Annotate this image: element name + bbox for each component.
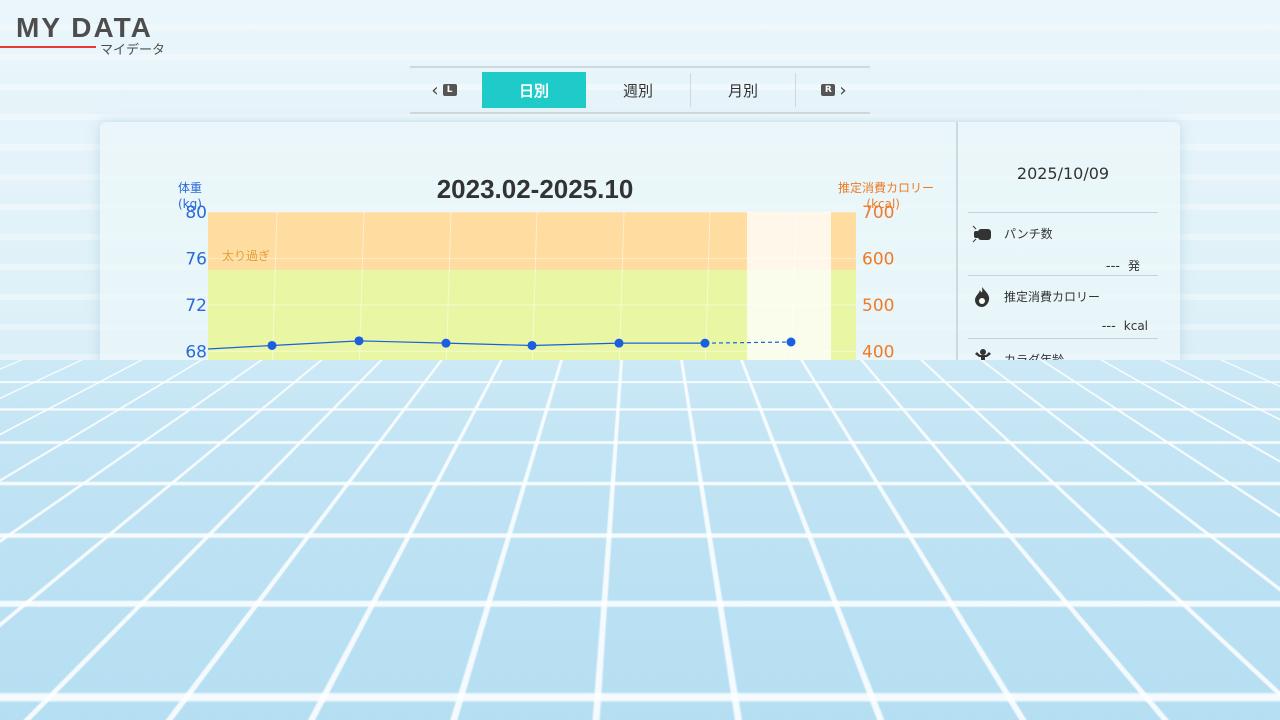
tab-monthly[interactable]: 月別 (727, 81, 758, 100)
period-tabs: ‹ L 日別 週別 月別 R › (410, 66, 870, 114)
left-axis-label: 体重 (kg) (178, 181, 203, 211)
x-tick-label: 10/08 (681, 564, 730, 584)
grid-line (440, 211, 452, 538)
right-tick-label: 700 (862, 203, 894, 223)
stat-value: --- 歳 (1109, 385, 1144, 400)
right-tick-label: 0 (862, 528, 873, 548)
scale-icon (972, 412, 992, 432)
tab-daily[interactable]: 日別 (482, 72, 586, 108)
x-tick-label: 2 (201, 564, 212, 584)
page-subtitle: マイデータ (100, 43, 166, 58)
weight-point (441, 338, 451, 348)
right-tick-label: 400 (862, 342, 894, 362)
selected-day-highlight (747, 212, 831, 537)
zone-label-slightly-over: 太り気味 (220, 391, 268, 406)
stat-divider (974, 532, 1168, 533)
grid-line (266, 211, 278, 538)
stat-value: 69.0 kg (1083, 443, 1148, 464)
left-tick-label: 56 (185, 482, 207, 502)
x-tick-label: 10/05 (422, 564, 471, 584)
grid-line (785, 211, 797, 538)
weight-point (614, 338, 624, 348)
stat-unit: 歳 (1131, 385, 1144, 399)
stat-divider (968, 338, 1158, 339)
x-tick-label: 10/06 (508, 564, 557, 584)
punch-icon (972, 224, 992, 244)
weight-line-projection (704, 341, 792, 344)
stat-divider (968, 212, 1158, 213)
zone-label-overweight: 太り過ぎ (222, 248, 270, 263)
back-label: 戻る (1174, 686, 1210, 707)
r-button-icon: R (821, 84, 836, 96)
left-tick-label: 72 (185, 296, 207, 316)
tab-divider (690, 73, 691, 107)
selected-date: 2025/10/09 (1016, 164, 1110, 183)
tab-weekly[interactable]: 週別 (622, 81, 653, 100)
x-tick-label: 10/03 (248, 564, 297, 584)
right-tick-label: 100 (862, 482, 894, 502)
stat-divider (968, 466, 1158, 467)
right-tick-label: 300 (862, 389, 894, 409)
left-tick-label: 76 (185, 249, 207, 269)
x-tick-label: 10/09 (767, 564, 816, 584)
stat-label: パンチ数 (1004, 227, 1053, 241)
left-tick-label: 64 (185, 389, 207, 409)
stat-unit: kcal (1123, 319, 1148, 333)
next-tab-button[interactable]: R › (796, 72, 868, 108)
b-button-icon: B (1144, 684, 1166, 706)
x-tick-label: 10/04 (335, 564, 384, 584)
left-tick-label: 52 (185, 528, 207, 548)
stat-unit: kg (1133, 448, 1148, 462)
grid-line (526, 211, 538, 538)
stat-label: BMI (1004, 480, 1027, 494)
right-tick-label: 200 (862, 435, 894, 455)
target-label: 目標 (180, 421, 204, 435)
stat-label: カラダ年齢 (1004, 353, 1065, 367)
back-button[interactable]: B 戻る (1144, 682, 1210, 708)
prev-tab-button[interactable]: ‹ L (410, 72, 482, 108)
stat-unit: 発 (1127, 259, 1140, 273)
left-tick-label: 80 (185, 203, 207, 223)
stat-label: 推定消費カロリー (1004, 290, 1101, 304)
weight-point (786, 337, 796, 347)
muscle-icon (972, 348, 992, 368)
flame-icon (972, 286, 992, 307)
stat-label: 体重 (1004, 418, 1029, 432)
zone-label-normal: 標準 (216, 518, 240, 533)
grid-line (613, 211, 625, 538)
weight-point (267, 340, 277, 350)
stat-divider (968, 275, 1158, 276)
chart-title: 2023.02-2025.10 (436, 174, 634, 204)
weight-point (527, 340, 537, 350)
l-button-icon: L (442, 84, 457, 96)
right-axis-label: 推定消費カロリー (kcal) (837, 181, 934, 211)
panel-divider (956, 122, 958, 650)
weight-point (700, 338, 710, 348)
chevron-left-icon: ‹ (431, 79, 439, 101)
right-tick-label: 500 (862, 296, 894, 316)
left-tick-label: 68 (185, 342, 207, 362)
page-title: MY DATA (16, 12, 153, 43)
x-tick-label: 10/07 (595, 564, 644, 584)
tab-divider (795, 73, 796, 107)
chevron-right-icon: › (839, 79, 847, 101)
grid-line (699, 211, 711, 538)
stat-value: --- kcal (1101, 319, 1148, 334)
left-tick-label: 60 (185, 435, 207, 455)
right-tick-label: 600 (862, 249, 894, 269)
chart-scroll-handle[interactable] (850, 600, 858, 608)
year-label: 2025 (774, 544, 807, 559)
weight-point (354, 336, 364, 346)
stat-value: --- 発 (1105, 259, 1140, 274)
calculator-icon (972, 478, 992, 500)
title-underline (0, 46, 96, 48)
calorie-bar (343, 472, 376, 537)
stat-value: 27.0 (1117, 508, 1158, 529)
stat-divider (968, 402, 1164, 403)
